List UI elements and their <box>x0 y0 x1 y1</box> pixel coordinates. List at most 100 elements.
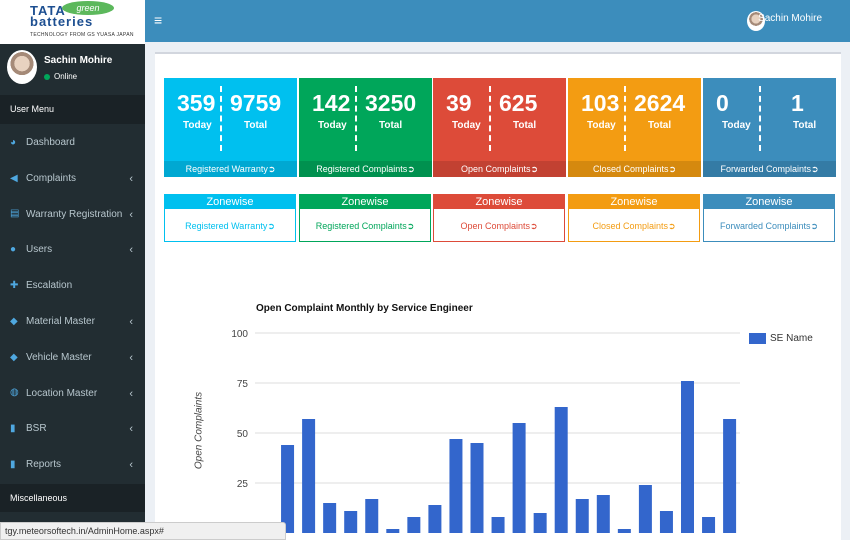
stat-footer-link[interactable]: Registered Warranty➲ <box>164 161 297 177</box>
divider <box>759 86 761 151</box>
bar-7[interactable] <box>386 529 400 533</box>
zonewise-link-label: Closed Complaints <box>592 221 668 231</box>
zonewise-link[interactable]: Closed Complaints➲ <box>569 221 699 232</box>
sidebar-item-escalation[interactable]: ✚ Escalation <box>0 268 145 304</box>
sidebar-item-warranty-registration[interactable]: ▤ Warranty Registration ‹ <box>0 197 145 233</box>
total-label: Total <box>513 120 537 131</box>
total-label: Total <box>648 120 672 131</box>
today-count: 142 <box>312 90 351 116</box>
bar-2[interactable] <box>281 445 295 533</box>
chevron-left-icon: ‹ <box>129 423 133 436</box>
stat-footer-link[interactable]: Closed Complaints➲ <box>568 161 701 177</box>
bar-8[interactable] <box>407 517 421 533</box>
bar-20[interactable] <box>659 511 673 533</box>
bar-9[interactable] <box>428 505 442 533</box>
stat-footer-link[interactable]: Open Complaints➲ <box>433 161 566 177</box>
sidebar-item-bsr[interactable]: ▮ BSR ‹ <box>0 411 145 447</box>
bar-21[interactable] <box>681 381 694 533</box>
zonewise-box-1: Zonewise Registered Warranty➲ <box>164 194 296 242</box>
total-count: 2624 <box>634 90 686 116</box>
bar-6[interactable] <box>365 499 379 533</box>
user-status: Online <box>44 72 77 81</box>
top-navbar: ≡ Sachin Mohire <box>145 0 850 42</box>
bar-11[interactable] <box>470 443 484 533</box>
cubes-icon: ◆ <box>10 351 18 363</box>
legend-swatch <box>749 333 766 344</box>
sidebar-item-users[interactable]: ● Users ‹ <box>0 232 145 268</box>
zonewise-link[interactable]: Open Complaints➲ <box>434 221 564 232</box>
zonewise-box-2: Zonewise Registered Complaints➲ <box>299 194 431 242</box>
menu-toggle-icon[interactable]: ≡ <box>154 12 163 28</box>
list-icon: ▤ <box>10 208 20 220</box>
total-count: 625 <box>499 90 538 116</box>
bar-22[interactable] <box>702 517 716 533</box>
stat-footer-label: Registered Warranty <box>185 164 268 174</box>
stat-box-5: 0 Today 1 Total Forwarded Complaints➲ <box>703 78 836 177</box>
arrow-circle-right-icon: ➲ <box>811 164 819 174</box>
divider <box>624 86 626 151</box>
stat-box-4: 103 Today 2624 Total Closed Complaints➲ <box>568 78 701 177</box>
sidebar-item-dashboard[interactable]: ◕ Dashboard <box>0 125 145 161</box>
sidebar-item-reports[interactable]: ▮ Reports ‹ <box>0 447 145 483</box>
bar-3[interactable] <box>302 419 316 533</box>
top-user-name[interactable]: Sachin Mohire <box>758 13 822 24</box>
bar-17[interactable] <box>596 495 610 533</box>
brand-line1: TATA <box>30 3 66 18</box>
y-tick-label: 25 <box>237 479 249 490</box>
bar-12[interactable] <box>491 517 505 533</box>
menu-header: User Menu <box>0 95 145 124</box>
arrow-circle-right-icon: ➲ <box>810 221 819 231</box>
bar-15[interactable] <box>554 407 568 533</box>
stat-footer-link[interactable]: Registered Complaints➲ <box>299 161 432 177</box>
stat-footer-label: Registered Complaints <box>316 164 408 174</box>
brand-badge: green <box>62 1 114 15</box>
bar-5[interactable] <box>344 511 358 533</box>
chevron-left-icon: ‹ <box>129 459 133 472</box>
misc-header: Miscellaneous <box>0 484 145 512</box>
bar-14[interactable] <box>533 513 547 533</box>
user-panel: Sachin Mohire Online <box>0 44 145 94</box>
sidebar-item-complaints[interactable]: ◀ Complaints ‹ <box>0 161 145 197</box>
today-label: Today <box>587 120 616 131</box>
total-count: 9759 <box>230 90 282 116</box>
sidebar-item-material-master[interactable]: ◆ Material Master ‹ <box>0 304 145 340</box>
y-tick-label: 75 <box>237 379 249 390</box>
sidebar-item-location-master[interactable]: ◍ Location Master ‹ <box>0 376 145 412</box>
zonewise-link[interactable]: Forwarded Complaints➲ <box>704 221 834 232</box>
zonewise-box-5: Zonewise Forwarded Complaints➲ <box>703 194 835 242</box>
sidebar-item-label: Escalation <box>26 280 73 292</box>
arrow-circle-right-icon: ➲ <box>407 164 415 174</box>
bar-18[interactable] <box>617 529 631 533</box>
sidebar-item-label: Dashboard <box>26 137 75 148</box>
globe-icon: ◍ <box>10 387 19 399</box>
bar-19[interactable] <box>638 485 652 533</box>
total-label: Total <box>793 120 817 131</box>
sidebar-item-vehicle-master[interactable]: ◆ Vehicle Master ‹ <box>0 340 145 376</box>
user-icon: ● <box>10 244 17 256</box>
bar-13[interactable] <box>512 423 526 533</box>
today-label: Today <box>722 120 751 131</box>
status-bar-url: tgy.meteorsoftech.in/AdminHome.aspx# <box>0 522 286 540</box>
arrow-circle-right-icon: ➲ <box>267 221 275 231</box>
sidebar-item-label: Reports <box>26 459 62 471</box>
bar-23[interactable] <box>723 419 737 533</box>
bar-10[interactable] <box>449 439 463 533</box>
chevron-left-icon: ‹ <box>129 351 133 364</box>
bar-16[interactable] <box>575 499 589 533</box>
top-avatar[interactable] <box>747 11 765 31</box>
divider <box>220 86 222 151</box>
stat-footer-label: Open Complaints <box>460 164 531 174</box>
bar-4[interactable] <box>323 503 337 533</box>
chevron-left-icon: ‹ <box>129 244 133 257</box>
brand-logo[interactable]: TATA green batteries TECHNOLOGY FROM GS … <box>0 0 145 44</box>
zonewise-link[interactable]: Registered Warranty➲ <box>165 221 295 232</box>
zonewise-title: Zonewise <box>569 195 699 209</box>
arrow-circle-right-icon: ➲ <box>668 164 677 174</box>
zonewise-link-label: Open Complaints <box>460 221 530 231</box>
zonewise-link[interactable]: Registered Complaints➲ <box>300 221 430 232</box>
stat-box-2: 142 Today 3250 Total Registered Complaints➲ <box>299 78 432 177</box>
today-count: 0 <box>716 90 729 116</box>
stat-footer-link[interactable]: Forwarded Complaints➲ <box>703 161 836 177</box>
sidebar: TATA green batteries TECHNOLOGY FROM GS … <box>0 0 145 540</box>
